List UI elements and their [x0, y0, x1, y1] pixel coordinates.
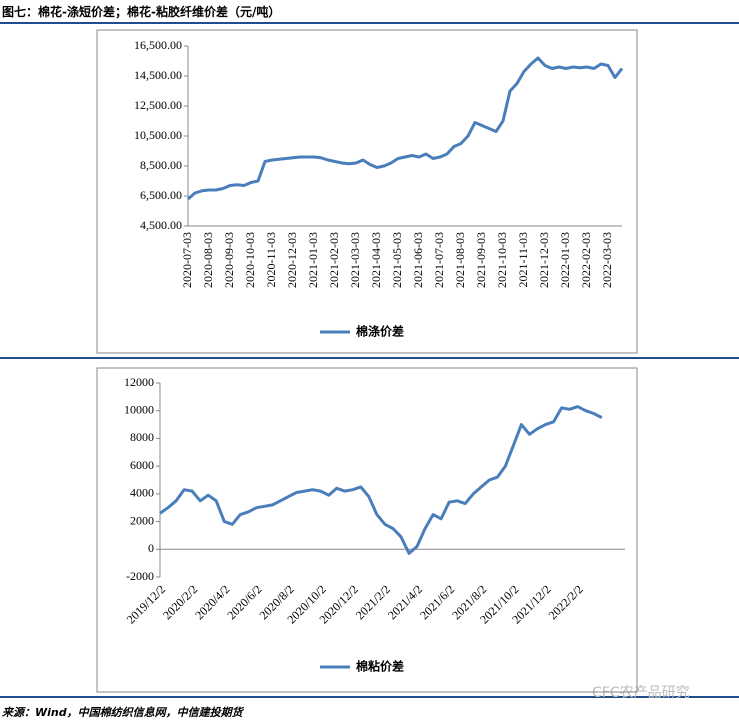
legend-label: 棉粘价差 [356, 659, 404, 674]
x-tick-label: 2022/2/2 [546, 582, 586, 622]
x-tick-label: 2022-02-03 [579, 232, 593, 288]
x-tick-label: 2020-10-03 [243, 232, 257, 288]
x-tick-label: 2021-10-03 [495, 232, 509, 288]
x-tick-label: 2021-04-03 [369, 232, 383, 288]
x-tick-label: 2021/2/2 [353, 582, 393, 622]
y-tick-label: -2000 [126, 569, 154, 583]
y-tick-label: 16,500.00 [134, 38, 182, 52]
data-line [159, 405, 603, 555]
x-tick-label: 2019/12/2 [124, 582, 168, 626]
figure-title: 图七：棉花-涤短价差；棉花-粘胶纤维价差（元/吨） [2, 5, 281, 19]
x-tick-label: 2021-08-03 [453, 232, 467, 288]
x-tick-label: 2021-02-03 [327, 232, 341, 288]
y-tick-label: 8000 [130, 430, 154, 444]
y-tick-label: 12,500.00 [134, 98, 182, 112]
x-tick-label: 2021-11-03 [516, 232, 530, 288]
x-tick-label: 2021-05-03 [390, 232, 404, 288]
y-tick-label: 14,500.00 [134, 68, 182, 82]
rule [0, 22, 739, 24]
x-tick-label: 2020-08-03 [201, 232, 215, 288]
x-tick-label: 2021/4/2 [385, 582, 425, 622]
y-tick-label: 10000 [124, 402, 154, 416]
rule [0, 696, 739, 698]
x-tick-label: 2020/6/2 [224, 582, 264, 622]
source-note: 来源：Wind，中国棉纺织信息网，中信建投期货 [2, 706, 243, 719]
x-tick-label: 2020-12-03 [285, 232, 299, 288]
y-tick-label: 6000 [130, 458, 154, 472]
x-tick-label: 2020-07-03 [180, 232, 194, 288]
x-tick-label: 2021-12-03 [537, 232, 551, 288]
x-tick-label: 2020-11-03 [264, 232, 278, 288]
y-tick-label: 2000 [130, 513, 154, 527]
y-tick-label: 4,500.00 [140, 218, 182, 232]
x-tick-label: 2020/2/2 [160, 582, 200, 622]
data-line [187, 56, 624, 201]
y-tick-label: 0 [148, 541, 154, 555]
x-tick-label: 2021/6/2 [417, 582, 457, 622]
x-tick-label: 2020/4/2 [192, 582, 232, 622]
y-tick-label: 6,500.00 [140, 188, 182, 202]
legend-label: 棉涤价差 [356, 324, 404, 339]
x-tick-label: 2022-03-03 [600, 232, 614, 288]
chart-frame [96, 29, 638, 354]
x-tick-label: 2022-01-03 [558, 232, 572, 288]
x-tick-label: 2021-03-03 [348, 232, 362, 288]
y-tick-label: 8,500.00 [140, 158, 182, 172]
y-tick-label: 10,500.00 [134, 128, 182, 142]
watermark: CFC农产品研究 [592, 685, 690, 701]
x-tick-label: 2021-01-03 [306, 232, 320, 288]
x-tick-label: 2020-09-03 [222, 232, 236, 288]
y-tick-label: 12000 [124, 375, 154, 389]
x-tick-label: 2021-06-03 [411, 232, 425, 288]
y-tick-label: 4000 [130, 486, 154, 500]
x-tick-label: 2021-07-03 [432, 232, 446, 288]
rule [0, 357, 739, 359]
x-tick-label: 2021-09-03 [474, 232, 488, 288]
chart-frame [96, 367, 638, 693]
